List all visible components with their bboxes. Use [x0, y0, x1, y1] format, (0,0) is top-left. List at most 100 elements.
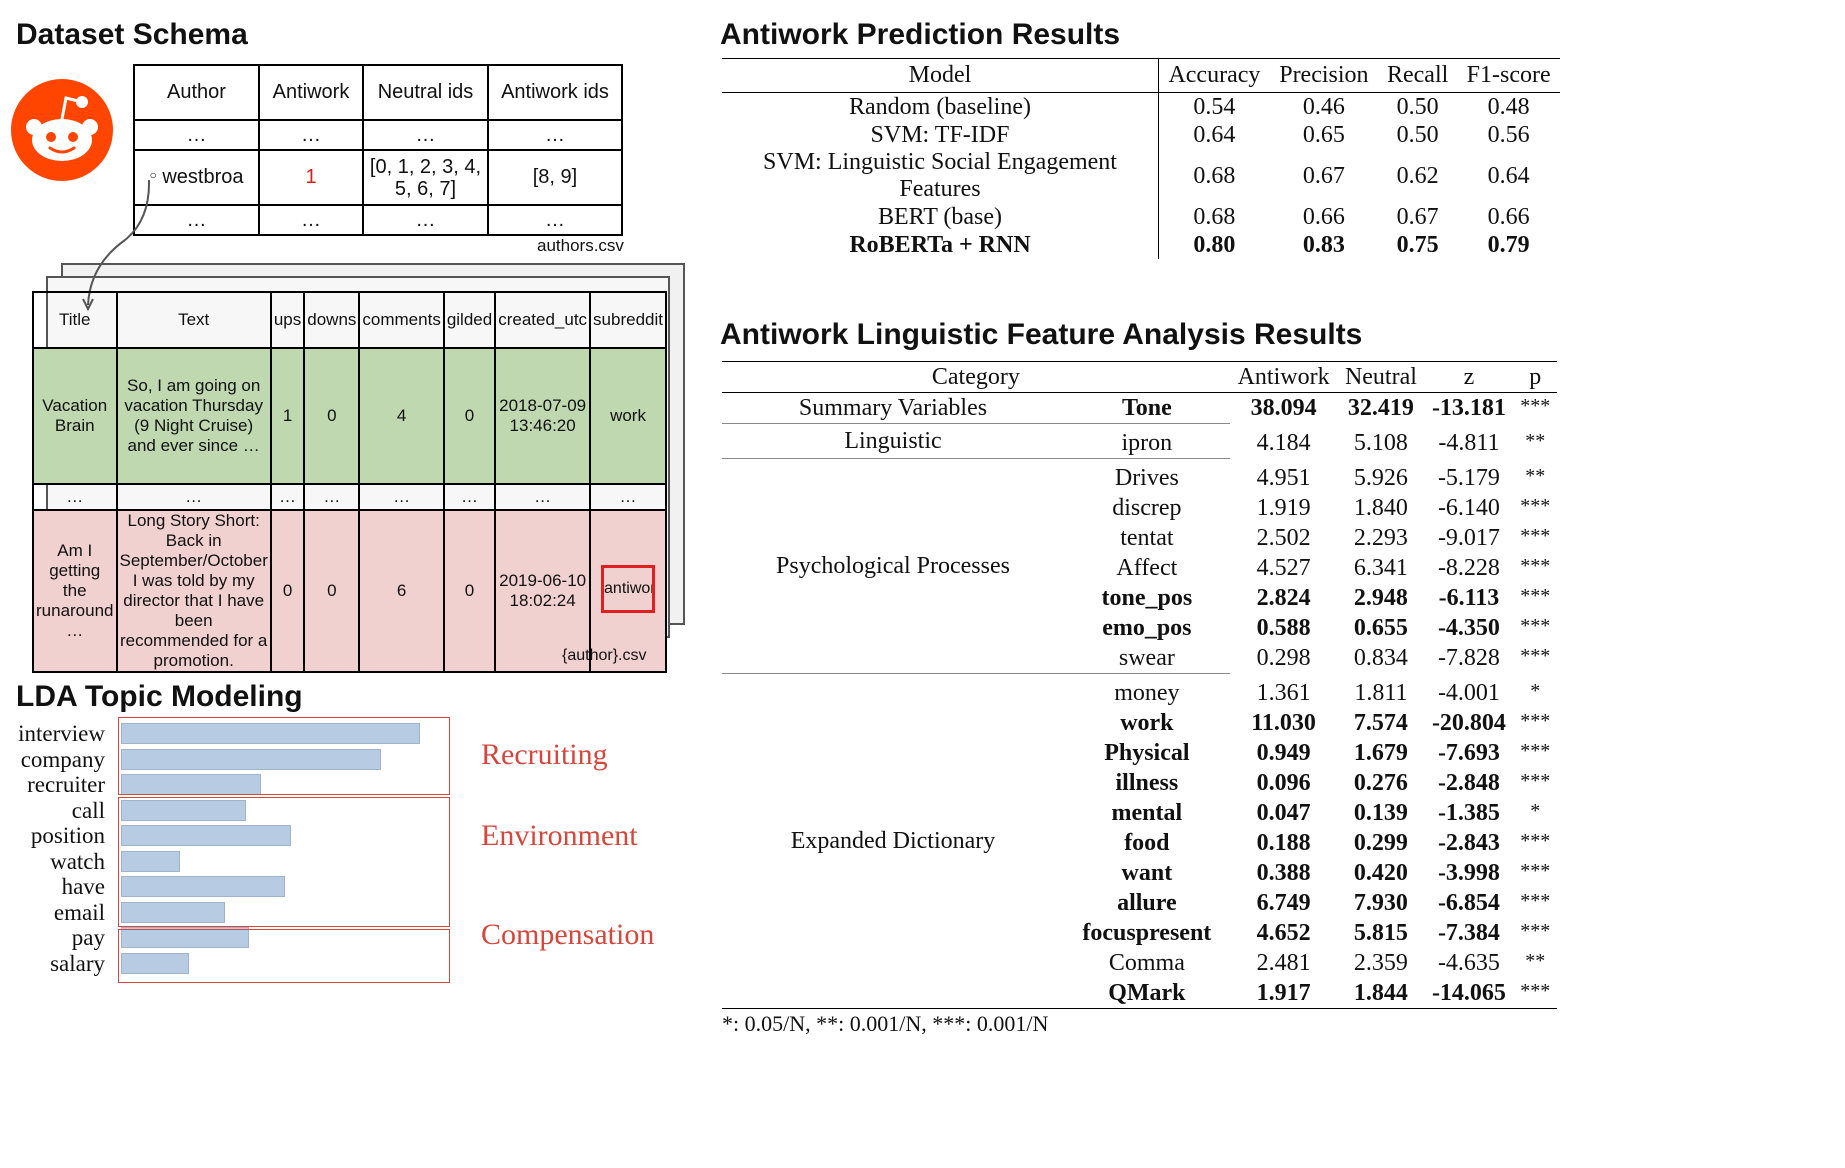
- posts-cell: …: [442, 483, 497, 511]
- features-cell-antiwork: 4.527: [1256, 555, 1311, 581]
- lda-bar: [121, 901, 225, 923]
- posts-cell: …: [494, 483, 592, 511]
- features-cell-neutral: 1.840: [1353, 495, 1408, 521]
- features-cell-z: -2.848: [1437, 770, 1500, 796]
- lda-bar-area: [121, 718, 431, 988]
- prediction-model: BERT (base): [722, 203, 1159, 231]
- features-cell-z: -14.065: [1431, 980, 1506, 1006]
- prediction-title: Antiwork Prediction Results: [720, 18, 1121, 51]
- features-cell-feature: tone_pos: [1101, 585, 1193, 611]
- features-cell-neutral: 0.276: [1353, 770, 1408, 796]
- features-category: Linguistic: [722, 423, 1064, 459]
- prediction-value: 0.80: [1193, 231, 1236, 258]
- lda-word: position: [30, 823, 105, 848]
- prediction-header: Accuracy: [1158, 58, 1270, 93]
- features-cell-antiwork: 4.652: [1256, 920, 1311, 946]
- posts-cell: 0: [442, 347, 497, 485]
- lda-word-column: interview company recruiter call positio…: [0, 718, 105, 988]
- lda-word: pay: [71, 925, 105, 950]
- features-header: Neutral: [1344, 364, 1417, 390]
- features-cell-p: ***: [1520, 525, 1551, 547]
- prediction-header: F1-score: [1457, 58, 1560, 93]
- features-header: p: [1529, 364, 1542, 390]
- features-cell-p: ***: [1520, 830, 1551, 852]
- posts-cell: Long Story Short: Back in September/Octo…: [115, 509, 272, 673]
- posts-subreddit-value: antiwork: [604, 579, 652, 597]
- features-cell-z: -13.181: [1431, 395, 1506, 422]
- authors-cell: [8, 9]: [487, 149, 623, 206]
- prediction-value: 0.65: [1302, 121, 1345, 148]
- subreddit-highlight-box: antiwork: [601, 564, 656, 613]
- features-cell-p: *: [1530, 679, 1541, 702]
- prediction-value: 0.79: [1487, 231, 1530, 258]
- authors-header: Antiwork ids: [487, 64, 623, 121]
- features-cell-feature: money: [1064, 673, 1230, 708]
- features-cell-antiwork: 0.388: [1256, 860, 1311, 886]
- posts-cell: 2018-07-09 13:46:20: [494, 347, 592, 485]
- topic-label-compensation: Compensation: [481, 918, 655, 951]
- features-cell-antiwork: 4.951: [1256, 464, 1311, 491]
- features-row: Physical 0.949 1.679 -7.693 ***: [722, 738, 1557, 768]
- posts-header: Title: [32, 291, 118, 349]
- posts-header: gilded: [442, 291, 497, 349]
- prediction-value: 0.62: [1396, 162, 1439, 189]
- features-row: mental 0.047 0.139 -1.385 *: [722, 798, 1557, 828]
- prediction-value: 0.67: [1396, 203, 1439, 230]
- posts-cell: 2019-06-10 18:02:24: [494, 509, 592, 673]
- features-cell-feature: Drives: [1064, 458, 1230, 493]
- prediction-value: 0.83: [1302, 231, 1345, 258]
- lda-bar: [121, 825, 291, 846]
- prediction-value: 0.64: [1487, 162, 1530, 189]
- authors-table: Author Antiwork Neutral ids Antiwork ids…: [133, 64, 623, 236]
- features-row: Linguistic ipron 4.184 5.108 -4.811 **: [722, 423, 1557, 459]
- prediction-value: 0.67: [1302, 162, 1345, 189]
- prediction-model: RoBERTa + RNN: [722, 231, 1159, 259]
- authors-header: Antiwork: [258, 64, 364, 121]
- features-cell-antiwork: 0.949: [1256, 740, 1311, 766]
- features-cell-neutral: 1.844: [1353, 980, 1408, 1006]
- lda-bar: [121, 927, 249, 948]
- features-cell-feature: discrep: [1112, 495, 1182, 521]
- features-cell-neutral: 2.948: [1353, 585, 1408, 611]
- features-row: Psychological Processes Drives 4.951 5.926 -…: [722, 458, 1557, 674]
- lda-word: have: [61, 874, 105, 899]
- posts-cell: 1: [269, 347, 306, 485]
- features-cell-z: -8.228: [1437, 555, 1500, 581]
- prediction-value: 0.50: [1396, 121, 1439, 148]
- features-row: Affect 4.527 6.341 -8.228 ***: [722, 553, 1557, 583]
- features-cell-feature: swear: [1118, 645, 1175, 671]
- topic-label-recruiting: Recruiting: [481, 738, 608, 771]
- prediction-value: 0.66: [1302, 203, 1345, 230]
- authors-cell: …: [133, 204, 260, 236]
- features-cell-neutral: 0.139: [1353, 800, 1408, 826]
- features-cell-neutral: 5.108: [1353, 430, 1408, 456]
- features-footnote: *: 0.05/N, **: 0.001/N, ***: 0.001/N: [722, 1011, 1049, 1036]
- prediction-value: 0.68: [1193, 162, 1236, 189]
- prediction-value: 0.68: [1193, 203, 1236, 230]
- features-cell-p: ***: [1520, 740, 1551, 762]
- authors-header: Author: [133, 64, 260, 121]
- features-cell-p: **: [1525, 429, 1546, 452]
- features-cell-z: -4.001: [1437, 679, 1500, 706]
- features-cell-neutral: 0.834: [1353, 645, 1408, 672]
- posts-caption: {author}.csv: [562, 647, 647, 664]
- features-cell-z: -4.350: [1437, 615, 1500, 641]
- features-cell-feature: ipron: [1064, 423, 1230, 459]
- lda-bar: [121, 723, 420, 744]
- features-cell-neutral: 6.341: [1353, 555, 1408, 581]
- posts-cell: …: [32, 483, 118, 511]
- authors-cell: …: [362, 119, 489, 151]
- posts-header: downs: [303, 291, 361, 349]
- authors-cell: ○ westbroa: [133, 149, 260, 206]
- features-cell-feature: mental: [1111, 800, 1183, 826]
- features-row: work 11.030 7.574 -20.804 ***: [722, 708, 1557, 738]
- prediction-value: 0.56: [1487, 121, 1530, 148]
- features-bottom-rule: [722, 1008, 1557, 1009]
- features-cell-neutral: 5.926: [1353, 464, 1408, 491]
- posts-cell: 0: [303, 347, 361, 485]
- authors-cell: [0, 1, 2, 3, 4, 5, 6, 7]: [362, 149, 489, 206]
- prediction-value: 0.54: [1193, 93, 1236, 120]
- features-body: Summary Variables Tone 38.094 32.419 -13.181…: [722, 393, 1557, 1008]
- posts-cell: Vacation Brain: [32, 347, 118, 485]
- features-cell-feature: QMark: [1108, 980, 1186, 1006]
